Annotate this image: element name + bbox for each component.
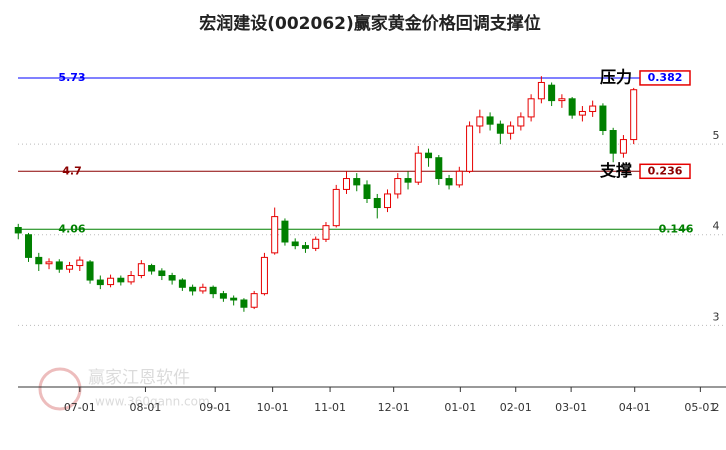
candle-body bbox=[455, 170, 463, 186]
candle-body bbox=[568, 98, 576, 116]
candle-body bbox=[209, 286, 217, 295]
watermark-url: www.360gann.com bbox=[95, 395, 210, 409]
ratio-box bbox=[639, 163, 691, 180]
candle-body bbox=[466, 125, 474, 172]
level-price: 4.7 bbox=[62, 164, 82, 177]
ratio-box bbox=[639, 70, 691, 86]
candle-body bbox=[363, 184, 371, 199]
candle-body bbox=[599, 105, 607, 132]
candle-body bbox=[353, 178, 361, 186]
candle-body bbox=[332, 188, 340, 227]
candle-body bbox=[66, 265, 74, 270]
candle-body bbox=[425, 152, 433, 159]
ratio-label: 0.382 bbox=[648, 71, 683, 84]
ratio-label: 0.236 bbox=[648, 164, 683, 177]
level-tag: 压力 bbox=[600, 67, 632, 86]
candle-body bbox=[537, 81, 545, 100]
candle-body bbox=[260, 256, 268, 295]
candle-body bbox=[507, 125, 515, 134]
x-tick-label: 04-01 bbox=[619, 401, 651, 414]
candle-body bbox=[117, 277, 125, 283]
ratio-label: 0.146 bbox=[659, 222, 694, 235]
candle-body bbox=[76, 259, 84, 267]
candle-body bbox=[619, 139, 627, 154]
candle-body bbox=[496, 123, 504, 134]
candle-body bbox=[178, 279, 186, 288]
candle-body bbox=[219, 293, 227, 299]
y-tick-label: 3 bbox=[713, 310, 720, 323]
candle-body bbox=[435, 157, 443, 180]
x-tick-label: 08-01 bbox=[129, 401, 161, 414]
candle-body bbox=[445, 178, 453, 186]
y-tick-label: 5 bbox=[713, 129, 720, 142]
candle-body bbox=[558, 98, 566, 102]
candle-body bbox=[137, 263, 145, 277]
candle-body bbox=[414, 152, 422, 183]
candle-body bbox=[342, 178, 350, 190]
candle-body bbox=[199, 286, 207, 292]
candle-body bbox=[630, 89, 638, 141]
y-tick-label: 2 bbox=[713, 401, 720, 414]
candle-body bbox=[45, 261, 53, 265]
candle-body bbox=[486, 116, 494, 125]
x-tick-label: 10-01 bbox=[257, 401, 289, 414]
candle-body bbox=[189, 286, 197, 292]
candle-body bbox=[86, 261, 94, 281]
x-tick-label: 02-01 bbox=[500, 401, 532, 414]
candle-body bbox=[394, 178, 402, 195]
x-tick-label: 03-01 bbox=[555, 401, 587, 414]
candle-body bbox=[55, 261, 63, 270]
candle-body bbox=[476, 116, 484, 127]
watermark: 赢家江恩软件 www.360gann.com bbox=[38, 367, 210, 411]
candle-body bbox=[384, 193, 392, 209]
candle-body bbox=[158, 270, 166, 277]
candle-body bbox=[250, 293, 258, 308]
candle-body bbox=[548, 84, 556, 102]
candle-body bbox=[609, 130, 617, 154]
x-tick-label: 01-01 bbox=[444, 401, 476, 414]
candle-body bbox=[404, 178, 412, 183]
candle-body bbox=[230, 297, 238, 301]
x-tick-label: 09-01 bbox=[199, 401, 231, 414]
x-tick-label: 12-01 bbox=[378, 401, 410, 414]
candle-body bbox=[14, 226, 22, 234]
candle-body bbox=[281, 220, 289, 243]
chart-title: 宏润建设(002062)赢家黄金价格回调支撑位 bbox=[199, 13, 541, 34]
candle-body bbox=[527, 98, 535, 118]
x-tick-label: 05-01 bbox=[684, 401, 716, 414]
candle-body bbox=[240, 299, 248, 308]
y-tick-label: 4 bbox=[713, 220, 720, 233]
candle-body bbox=[25, 234, 33, 258]
candle-body bbox=[589, 105, 597, 112]
candle-body bbox=[322, 225, 330, 240]
candle-body bbox=[301, 245, 309, 249]
candle-body bbox=[312, 238, 320, 249]
level-price: 5.73 bbox=[58, 71, 85, 84]
candle-body bbox=[127, 275, 135, 283]
candle-body bbox=[291, 241, 299, 247]
candle-body bbox=[35, 256, 43, 265]
x-tick-label: 07-01 bbox=[64, 401, 96, 414]
x-tick-label: 11-01 bbox=[314, 401, 346, 414]
candle-body bbox=[517, 116, 525, 127]
candle-body bbox=[148, 265, 156, 272]
candle-body bbox=[168, 275, 176, 281]
candle-body bbox=[271, 216, 279, 254]
candle-body bbox=[578, 110, 586, 116]
candle-body bbox=[96, 279, 104, 286]
watermark-text: 赢家江恩软件 bbox=[88, 368, 190, 388]
level-price: 4.06 bbox=[58, 222, 85, 235]
candle-body bbox=[107, 277, 115, 286]
level-tag: 支撑 bbox=[599, 161, 632, 180]
candle-body bbox=[373, 197, 381, 209]
